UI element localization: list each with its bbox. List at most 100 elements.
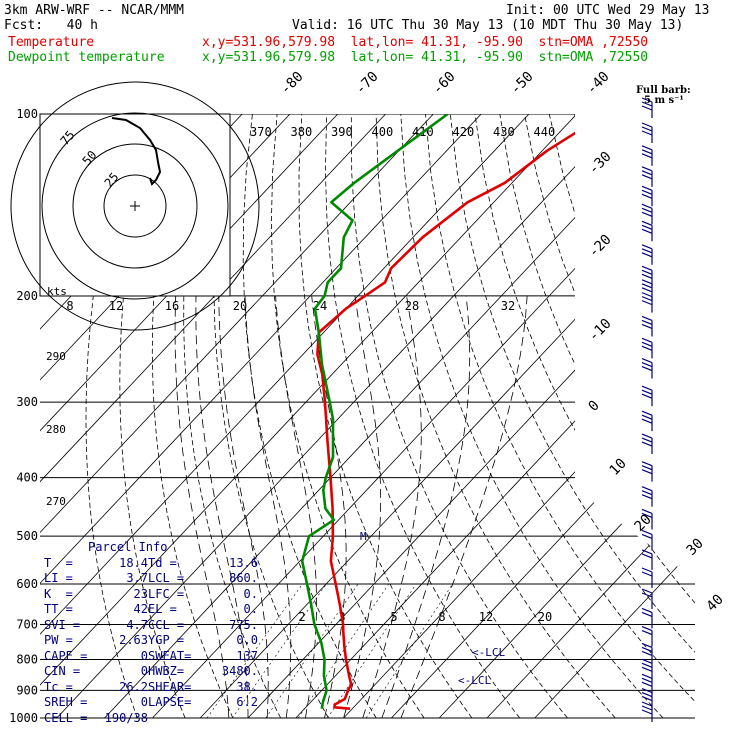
moist-adiabat-12 bbox=[275, 295, 317, 719]
dry-adiabat-380 bbox=[449, 114, 695, 719]
parcel-cell: LAPSE= bbox=[148, 695, 192, 709]
barb-feather-300-0 bbox=[641, 385, 653, 391]
barb-feather-750-1 bbox=[641, 629, 653, 636]
pressure-label-200: 200 bbox=[16, 289, 38, 303]
parcel-cell: 26.2 bbox=[119, 679, 148, 694]
barb-feather-130-2 bbox=[641, 174, 653, 180]
parcel-cell: PW = bbox=[44, 633, 73, 647]
upper-mixing-label-8: 8 bbox=[66, 299, 73, 313]
barb-feather-110-1 bbox=[641, 126, 653, 132]
mixing-ratio-12 bbox=[327, 583, 417, 719]
isotherm-label--40: -40 bbox=[584, 69, 613, 98]
mixing-ratio-3 bbox=[232, 583, 327, 719]
barb-feather-950-0 bbox=[641, 687, 653, 694]
parcel-cell: 775. bbox=[229, 617, 258, 632]
barb-feather-520-0 bbox=[641, 529, 653, 536]
barb-feather-560-0 bbox=[641, 549, 653, 555]
theta-e-label-420: 420 bbox=[453, 125, 475, 139]
barb-feather-200-1 bbox=[641, 283, 653, 289]
moist-adiabat-8 bbox=[244, 295, 292, 719]
parcel-cell: Tc = bbox=[44, 679, 73, 694]
parcel-cell: 3480. bbox=[221, 664, 258, 678]
temperature-line bbox=[316, 131, 575, 710]
isotherm--60 bbox=[40, 114, 530, 719]
upper-mixing-label-12: 12 bbox=[109, 299, 123, 313]
parcel-cell: 23 bbox=[133, 586, 148, 601]
forecast-hour: Fcst: 40 h bbox=[4, 18, 98, 33]
pressure-label-300: 300 bbox=[16, 395, 38, 409]
parcel-cell: 6.2 bbox=[236, 695, 258, 709]
barb-legend-line1: Full barb: bbox=[636, 85, 691, 96]
hodograph-ring-1 bbox=[103, 174, 167, 238]
barb-feather-360-1 bbox=[641, 437, 653, 443]
parcel-cell: HWBZ= bbox=[148, 664, 185, 678]
isotherm-label-40: 40 bbox=[704, 592, 727, 615]
barb-feather-250-2 bbox=[641, 345, 653, 351]
isotherm-label-0: 0 bbox=[586, 398, 603, 415]
upper-mixing-label-20: 20 bbox=[233, 299, 247, 313]
isotherm-label-30: 30 bbox=[684, 536, 707, 559]
isotherm-20 bbox=[343, 114, 695, 719]
barb-feather-400-0 bbox=[641, 461, 653, 467]
sounding-profiles bbox=[300, 114, 575, 710]
parcel-cell: 137 bbox=[236, 648, 258, 663]
barb-feather-140-0 bbox=[641, 185, 653, 191]
parcel-cell: CELL = bbox=[44, 710, 88, 725]
parcel-cell: 0 bbox=[140, 695, 148, 709]
parcel-cell: 42 bbox=[133, 602, 148, 616]
theta-e-label-400: 400 bbox=[372, 125, 394, 139]
barb-feather-160-0 bbox=[641, 220, 653, 226]
mixing-ratio-2 bbox=[206, 583, 303, 719]
parcel-cell: Td = bbox=[148, 555, 177, 570]
dry-adiabat-460 bbox=[647, 114, 695, 719]
barb-feather-175-0 bbox=[641, 244, 653, 250]
dry-adiabat-340 bbox=[350, 114, 568, 719]
dry-adiabat-300 bbox=[242, 114, 377, 719]
theta-e-label-440: 440 bbox=[534, 125, 556, 139]
dry-adiabat-410 bbox=[524, 114, 695, 719]
isotherm-60 bbox=[534, 114, 695, 719]
barb-feather-200-2 bbox=[641, 287, 653, 293]
dry-adiabat-370 bbox=[425, 114, 695, 719]
barb-feather-600-1 bbox=[641, 571, 653, 577]
pressure-label-900: 900 bbox=[16, 683, 38, 697]
hodograph-ring-4 bbox=[10, 81, 260, 331]
barb-feather-150-1 bbox=[641, 207, 653, 213]
parcel-cell: SREH = bbox=[44, 695, 88, 709]
barb-feather-360-0 bbox=[641, 433, 653, 439]
barb-feather-300-2 bbox=[641, 393, 653, 399]
isotherm--10 bbox=[199, 114, 695, 719]
theta-e-label-430: 430 bbox=[493, 125, 515, 139]
barb-feather-800-0 bbox=[641, 642, 653, 649]
dewpoint-info: x,y=531.96,579.98 lat,lon= 41.31, -95.90… bbox=[202, 50, 649, 65]
theta-label-270: 270 bbox=[46, 495, 66, 508]
parcel-cell: TT = bbox=[44, 602, 73, 616]
barb-feather-1000-2 bbox=[641, 709, 653, 715]
barb-feather-650-1 bbox=[641, 592, 653, 598]
barb-feather-440-2 bbox=[641, 494, 653, 500]
isotherm--40 bbox=[56, 114, 625, 719]
barb-feather-140-2 bbox=[641, 193, 653, 199]
theta-e-label-370: 370 bbox=[250, 125, 272, 139]
barb-feather-440-1 bbox=[641, 490, 653, 496]
isotherm-50 bbox=[486, 114, 695, 719]
mixing-ratio-5 bbox=[265, 583, 359, 719]
isotherm-label--60: -60 bbox=[430, 69, 459, 98]
theta-e-label-380: 380 bbox=[291, 125, 313, 139]
barb-feather-650-0 bbox=[641, 588, 653, 594]
parcel-cell: 0.0 bbox=[236, 633, 258, 647]
barb-feather-480-0 bbox=[641, 508, 653, 515]
dry-adiabat-450 bbox=[623, 114, 695, 719]
parcel-cell: EL = bbox=[148, 602, 177, 616]
dewpoint-label: Dewpoint temperature bbox=[8, 50, 165, 65]
barb-feather-130-1 bbox=[641, 170, 653, 176]
barb-feather-130-0 bbox=[641, 166, 653, 172]
dry-adiabat-250 bbox=[85, 114, 138, 719]
isotherm--70 bbox=[40, 114, 482, 719]
barb-feather-360-2 bbox=[641, 441, 653, 447]
parcel-row: SVI = 4.7CCL = 775. bbox=[44, 618, 258, 634]
hodograph-ring-2 bbox=[72, 143, 198, 269]
dry-adiabat-360 bbox=[400, 114, 664, 719]
